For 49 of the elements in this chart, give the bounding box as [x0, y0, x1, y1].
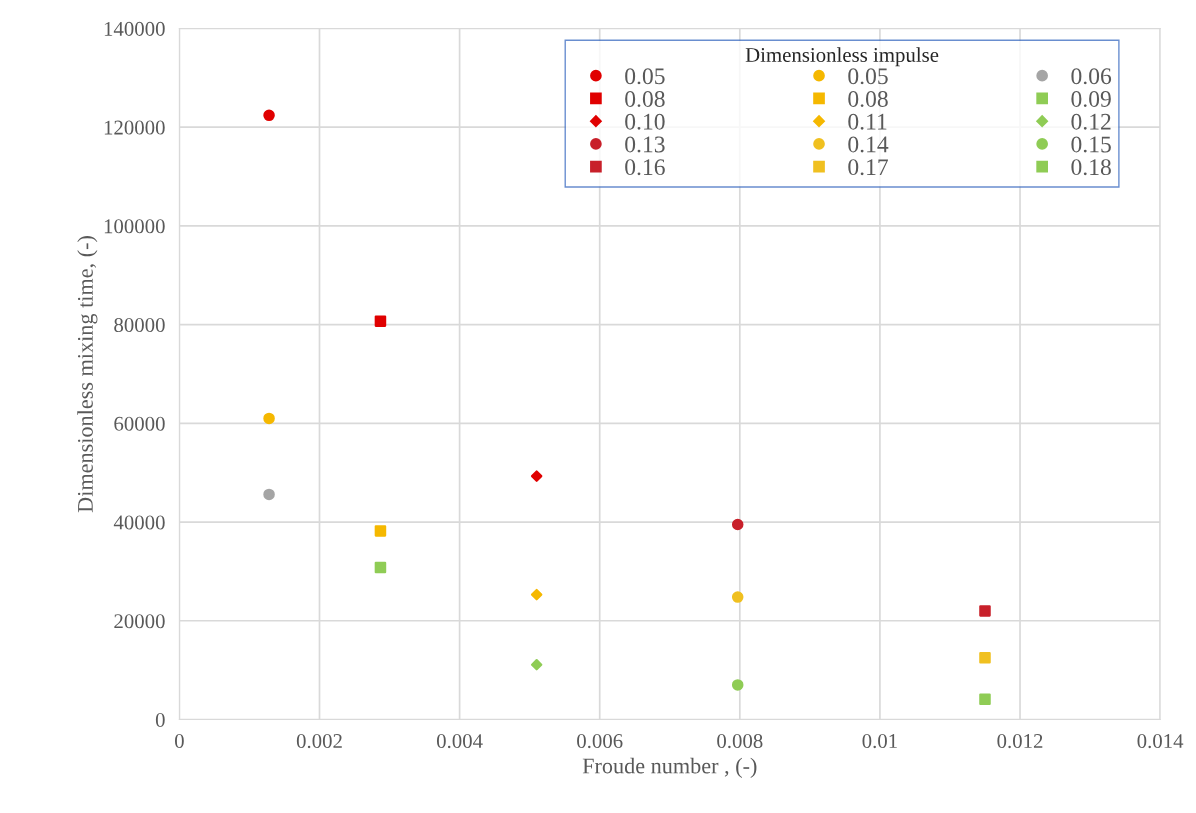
- legend-label: 0.14: [848, 136, 889, 153]
- legend-label: 0.15: [1071, 136, 1111, 153]
- legend-label: 0.08: [848, 90, 888, 108]
- y-tick-label: 40000: [113, 515, 165, 530]
- point: [263, 109, 275, 122]
- point: [979, 652, 991, 664]
- legend-label: 0.08: [625, 90, 665, 108]
- point: [374, 315, 387, 327]
- legend-label: 0.05: [625, 68, 665, 85]
- point: [731, 679, 744, 691]
- y-tick-label: 100000: [104, 219, 165, 234]
- x-axis-title: Froude number , (-): [582, 757, 757, 778]
- legend-label: 0.18: [1071, 159, 1111, 176]
- x-tick-label: 0.014: [1137, 734, 1184, 749]
- point: [530, 470, 543, 482]
- legend-title: Dimensionless impulse: [745, 47, 939, 67]
- point: [979, 605, 991, 617]
- y-tick-label: 120000: [104, 120, 165, 135]
- legend-label: 0.17: [848, 159, 889, 176]
- point: [263, 488, 275, 501]
- y-tick-label: 60000: [114, 416, 165, 431]
- x-tick-label: 0.006: [577, 734, 623, 749]
- x-tick-label: 0: [174, 734, 184, 749]
- legend-label: 0.09: [1071, 90, 1111, 108]
- legend-label: 0.13: [625, 136, 665, 153]
- point: [731, 518, 744, 531]
- legend-label: 0.16: [625, 159, 665, 176]
- y-tick-label: 0: [155, 712, 165, 727]
- x-tick-label: 0.012: [997, 734, 1043, 749]
- legend-label: 0.12: [1071, 113, 1111, 130]
- legend-label: 0.05: [848, 68, 888, 85]
- x-tick-label: 0.004: [436, 734, 483, 749]
- y-tick-label: 80000: [114, 317, 165, 333]
- x-tick-label: 0.008: [717, 734, 763, 749]
- x-tick-label: 0.002: [296, 734, 342, 749]
- point: [731, 591, 744, 603]
- legend-label: 0.06: [1071, 68, 1112, 85]
- legend-label: 0.11: [848, 113, 887, 130]
- point: [530, 588, 543, 601]
- x-tick-label: 0.01: [862, 734, 897, 749]
- point: [530, 659, 543, 671]
- y-axis-title: Dimensionless mixing time, (-): [77, 236, 98, 513]
- point: [979, 693, 991, 706]
- legend-label: 0.10: [625, 113, 665, 130]
- y-tick-label: 140000: [104, 21, 165, 36]
- point: [263, 412, 275, 425]
- point: [374, 525, 387, 537]
- point: [374, 561, 387, 574]
- y-tick-label: 20000: [114, 614, 165, 629]
